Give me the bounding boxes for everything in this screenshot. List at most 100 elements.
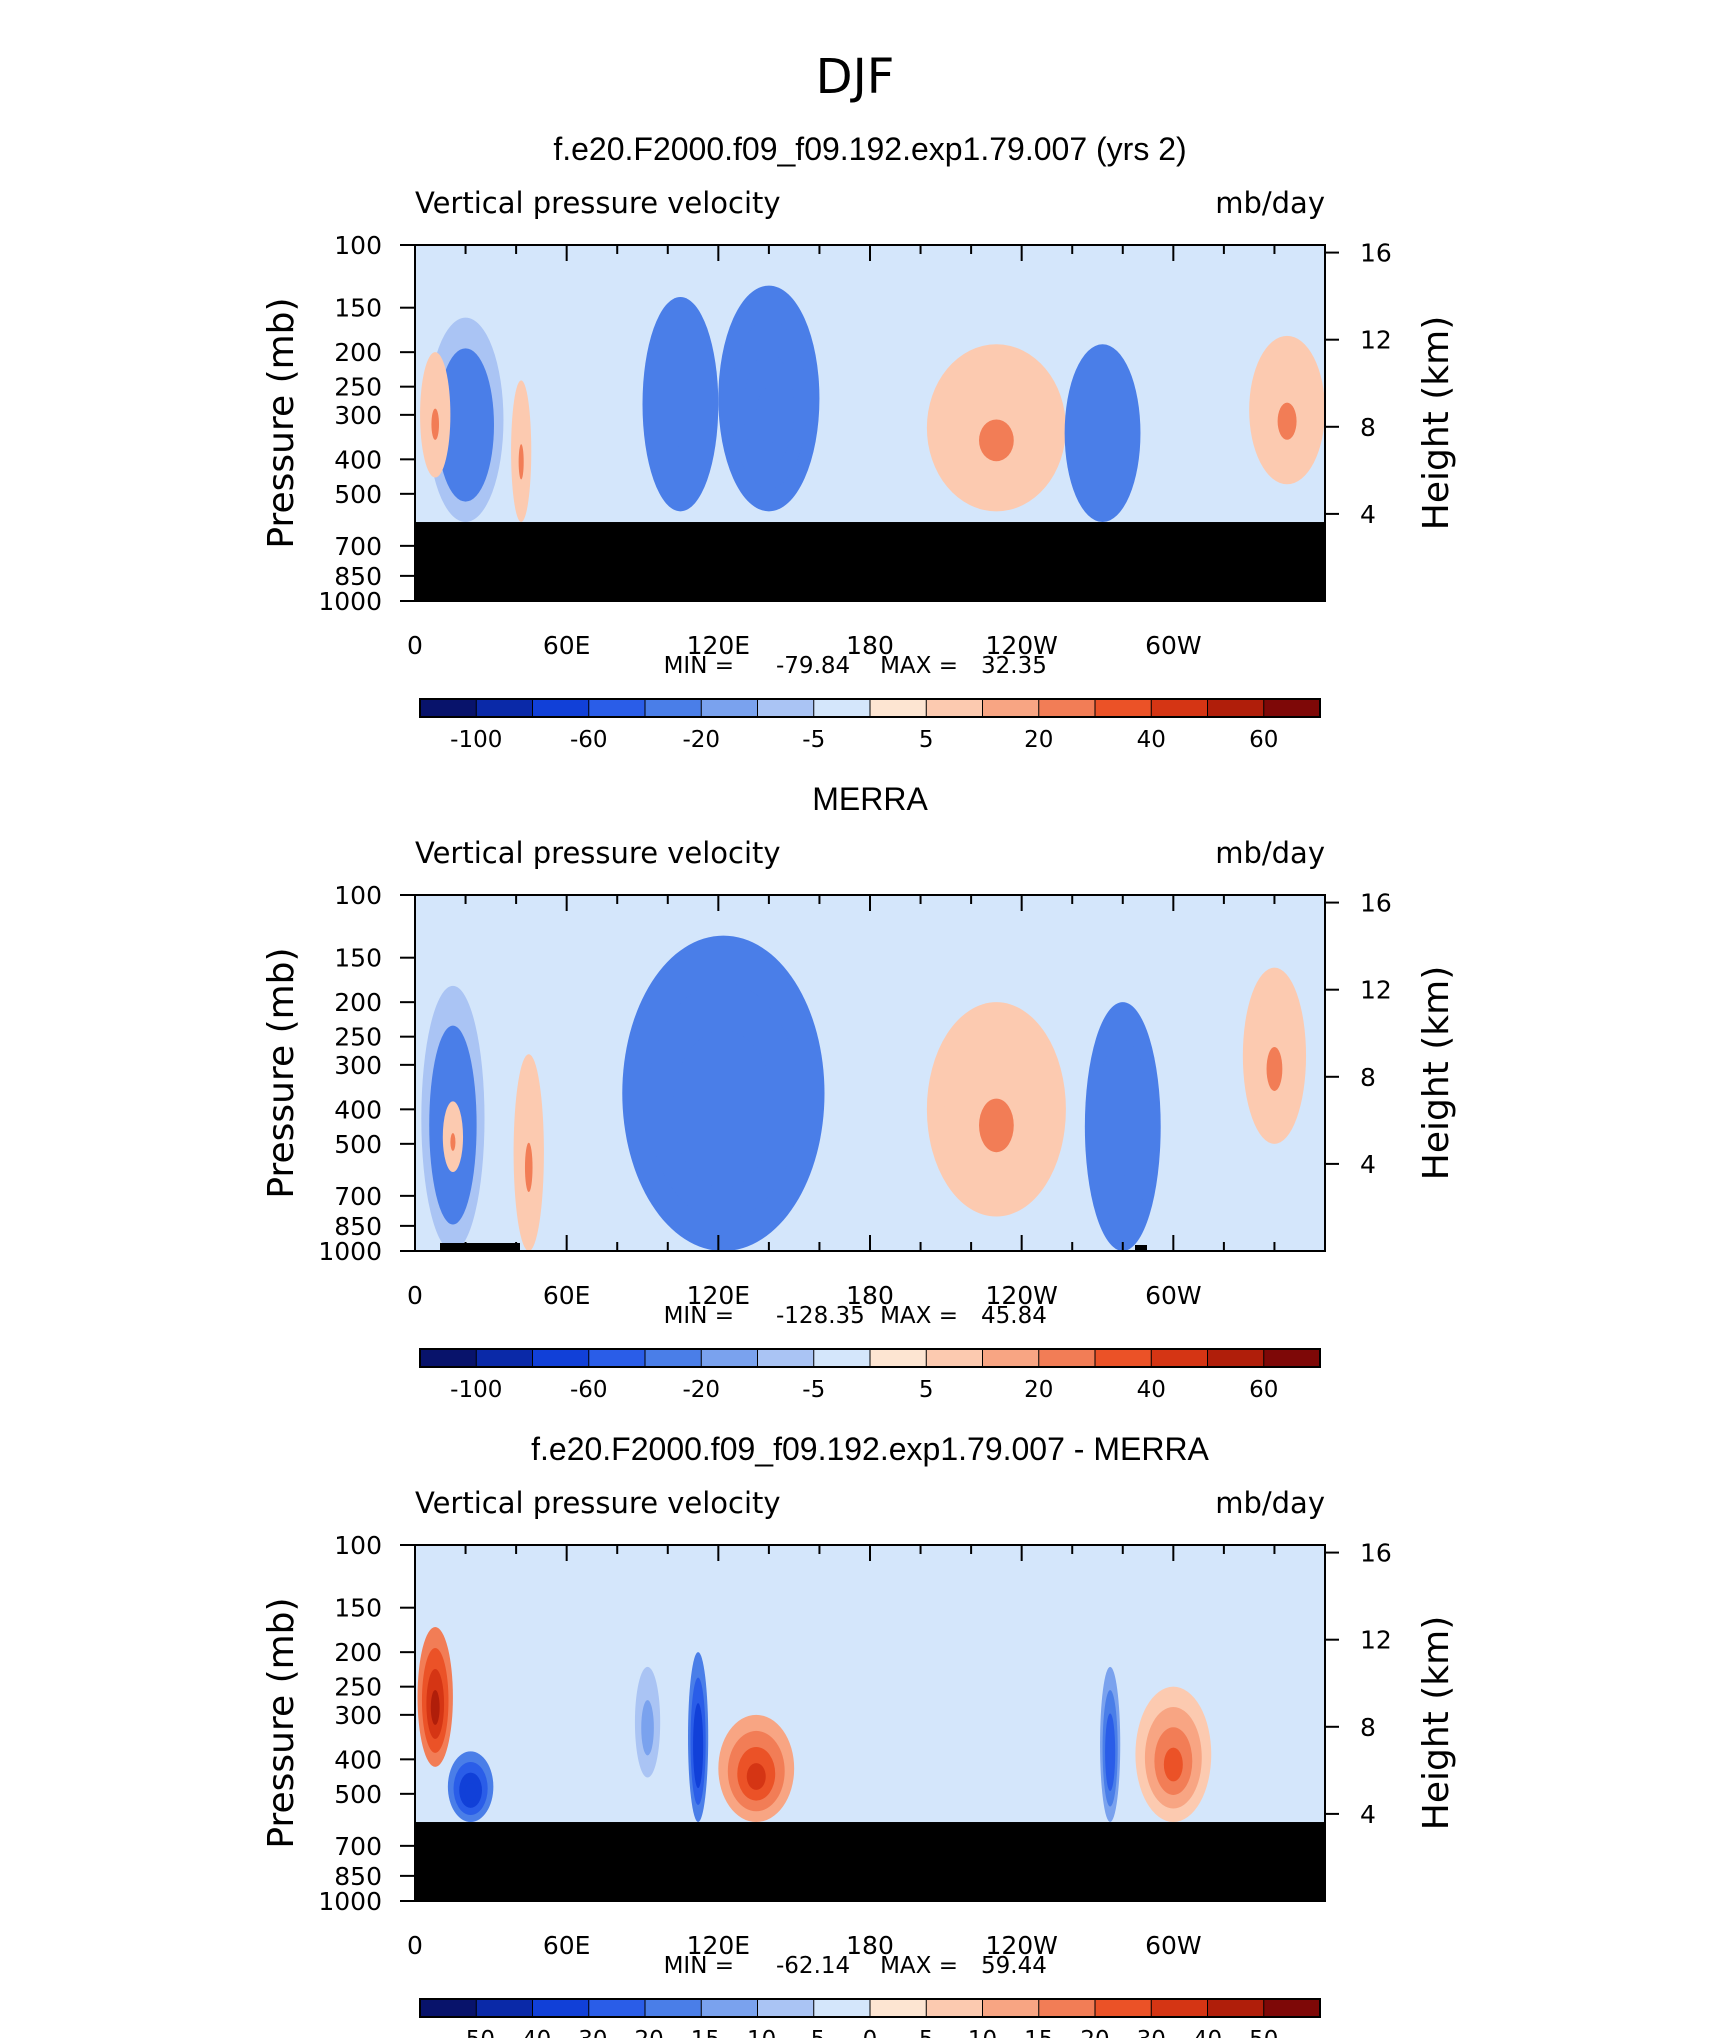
colorbar-swatch bbox=[1094, 1348, 1153, 1368]
colorbar-label: -20 bbox=[682, 727, 720, 753]
x-tick-label: 60W bbox=[1145, 1281, 1202, 1310]
panel-left-label: Vertical pressure velocity bbox=[415, 836, 781, 870]
panel-title: f.e20.F2000.f09_f09.192.exp1.79.007 (yrs… bbox=[553, 131, 1186, 167]
colorbar-swatch bbox=[700, 1998, 759, 2018]
x-tick-label: 60W bbox=[1145, 1931, 1202, 1960]
contour-feature bbox=[430, 1689, 440, 1725]
contour-feature bbox=[756, 387, 782, 444]
colorbar-label: -60 bbox=[570, 727, 608, 753]
y-tick-label: 400 bbox=[334, 1745, 382, 1774]
colorbar-label: -100 bbox=[450, 1377, 502, 1403]
y-tick-label: 150 bbox=[334, 294, 382, 323]
x-tick-label: 60E bbox=[543, 1281, 591, 1310]
colorbar-swatch bbox=[588, 1998, 646, 2018]
x-tick-label: 0 bbox=[407, 631, 423, 660]
colorbar-label: 5 bbox=[919, 1377, 934, 1403]
y-tick-label: 1000 bbox=[318, 587, 382, 616]
stats-max-label: MAX = bbox=[880, 1953, 958, 1979]
colorbar-swatch bbox=[475, 698, 534, 718]
contour-field bbox=[415, 1545, 1325, 1901]
colorbar-swatch bbox=[982, 1998, 1040, 2018]
contour-feature bbox=[698, 1077, 749, 1157]
colorbar-label: -50 bbox=[457, 2027, 495, 2038]
panel-right-label: mb/day bbox=[1215, 186, 1325, 220]
surface-mask bbox=[440, 1243, 520, 1251]
x-tick-label: 120W bbox=[985, 1931, 1057, 1960]
contour-feature bbox=[450, 1133, 456, 1151]
stats-min-value: -128.35 bbox=[776, 1303, 865, 1329]
stats-max-value: 32.35 bbox=[981, 653, 1047, 679]
y-tick-label: 100 bbox=[334, 1531, 382, 1560]
y-tick-label: 250 bbox=[334, 1023, 382, 1052]
y-tick-label: 500 bbox=[334, 1780, 382, 1809]
y-tick-label: 150 bbox=[334, 944, 382, 973]
colorbar-label: 20 bbox=[1024, 727, 1053, 753]
colorbar-frame bbox=[419, 698, 1321, 718]
y-tick-label: 700 bbox=[334, 532, 382, 561]
panels: f.e20.F2000.f09_f09.192.exp1.79.007 (yrs… bbox=[261, 131, 1457, 2038]
colorbar-swatch bbox=[532, 1998, 590, 2018]
colorbar-label: 0 bbox=[863, 2027, 878, 2038]
x-tick-label: 60E bbox=[543, 631, 591, 660]
y-tick-label: 250 bbox=[334, 1673, 382, 1702]
colorbar-label: 40 bbox=[1193, 2027, 1222, 2038]
colorbar-swatch bbox=[588, 698, 646, 718]
contour-feature bbox=[1113, 1114, 1133, 1177]
colorbar-swatch bbox=[925, 698, 984, 718]
contour-feature bbox=[464, 1783, 477, 1801]
y-tick-label: 250 bbox=[334, 373, 382, 402]
colorbar-swatch bbox=[1038, 698, 1096, 718]
colorbar-label: -20 bbox=[626, 2027, 664, 2038]
x-tick-label: 180 bbox=[846, 1931, 894, 1960]
colorbar-label: 20 bbox=[1024, 1377, 1053, 1403]
colorbar-swatch bbox=[1263, 1998, 1321, 2018]
contour-feature bbox=[1266, 1046, 1283, 1091]
colorbar-frame bbox=[419, 1998, 1321, 2018]
y-tick-label: 850 bbox=[334, 1862, 382, 1891]
stats-min-label: MIN = bbox=[664, 653, 734, 679]
colorbar-swatch bbox=[869, 698, 928, 718]
colorbar-swatch bbox=[1038, 1348, 1096, 1368]
y-right-tick-label: 12 bbox=[1360, 326, 1392, 355]
colorbar-swatch bbox=[588, 1348, 646, 1368]
y-right-tick-label: 12 bbox=[1360, 976, 1392, 1005]
stats-min-value: -79.84 bbox=[776, 653, 850, 679]
colorbar-label: 5 bbox=[919, 727, 934, 753]
colorbar-swatch bbox=[419, 1998, 478, 2018]
colorbar-swatch bbox=[644, 1348, 703, 1368]
y-right-tick-label: 12 bbox=[1360, 1626, 1392, 1655]
colorbar-swatch bbox=[475, 1348, 534, 1368]
colorbar-swatch bbox=[925, 1348, 984, 1368]
colorbar-swatch bbox=[982, 698, 1040, 718]
colorbar-label: 40 bbox=[1137, 727, 1166, 753]
contour-feature bbox=[431, 408, 440, 440]
colorbar-swatch bbox=[813, 1348, 871, 1368]
stats-min-label: MIN = bbox=[664, 1953, 734, 1979]
y-right-tick-label: 8 bbox=[1360, 413, 1376, 442]
x-tick-label: 120E bbox=[687, 631, 751, 660]
colorbar-label: 10 bbox=[968, 2027, 997, 2038]
y-tick-label: 300 bbox=[334, 1701, 382, 1730]
stats-min-value: -62.14 bbox=[776, 1953, 850, 1979]
y-right-tick-label: 4 bbox=[1360, 1800, 1376, 1829]
colorbar-swatch bbox=[700, 698, 759, 718]
colorbar-swatch bbox=[419, 1348, 478, 1368]
colorbar-label: 15 bbox=[1024, 2027, 1053, 2038]
contour-feature bbox=[979, 1098, 1014, 1153]
contour-field bbox=[415, 895, 1325, 1251]
y-right-tick-label: 16 bbox=[1360, 1539, 1392, 1568]
colorbar-label: -15 bbox=[682, 2027, 720, 2038]
x-tick-label: 0 bbox=[407, 1931, 423, 1960]
x-tick-label: 180 bbox=[846, 631, 894, 660]
y-tick-label: 200 bbox=[334, 338, 382, 367]
x-tick-label: 120E bbox=[687, 1931, 751, 1960]
y-axis-label: Pressure (mb) bbox=[261, 947, 302, 1198]
y-tick-label: 850 bbox=[334, 562, 382, 591]
colorbar-swatch bbox=[925, 1998, 984, 2018]
colorbar-swatch bbox=[869, 1348, 928, 1368]
colorbar-label: -20 bbox=[682, 1377, 720, 1403]
colorbar-label: 20 bbox=[1080, 2027, 1109, 2038]
contour-feature bbox=[456, 409, 476, 461]
y-right-axis-label: Height (km) bbox=[1416, 1616, 1457, 1830]
y-tick-label: 200 bbox=[334, 1638, 382, 1667]
